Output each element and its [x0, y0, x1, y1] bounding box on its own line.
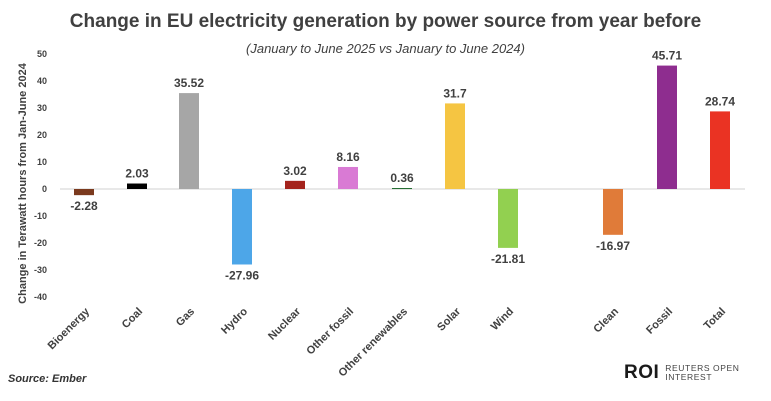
y-tick-label: 20: [37, 130, 47, 140]
bar-gas: [179, 93, 199, 189]
bar-other-fossil: [338, 166, 358, 189]
data-label: -21.81: [491, 252, 525, 266]
x-tick-label: Total: [702, 306, 728, 332]
bar-bioenergy: [74, 189, 94, 196]
y-axis-label: Change in Terawatt hours from Jan-June 2…: [17, 62, 29, 304]
y-tick-label: -10: [34, 211, 47, 221]
x-tick-label: Bioenergy: [46, 305, 93, 352]
value-labels: -2.28 2.03 35.52 -27.96 3.02 8.16 0.36 31.7 -21.…: [70, 49, 735, 283]
x-tick-label: Other fossil: [304, 306, 356, 358]
source-note: Source: Ember: [8, 373, 87, 385]
y-tick-label: -20: [34, 238, 47, 248]
logo-text: REUTERS OPEN INTEREST: [665, 363, 740, 382]
x-tick-label: Nuclear: [266, 305, 304, 343]
x-tick-label: Clean: [591, 305, 621, 335]
chart-title: Change in EU electricity generation by p…: [69, 11, 702, 32]
data-label: 35.52: [174, 76, 204, 90]
y-tick-label: 50: [37, 49, 47, 59]
x-tick-label: Gas: [174, 306, 197, 329]
data-label: 8.16: [336, 150, 360, 164]
bar-wind: [498, 189, 518, 248]
x-tick-label: Fossil: [644, 306, 675, 337]
data-label: 3.02: [283, 164, 307, 178]
data-label: 31.7: [443, 86, 467, 100]
y-tick-label: -30: [34, 265, 47, 275]
x-tick-label: Wind: [489, 306, 516, 333]
data-label: -16.97: [596, 239, 630, 253]
bar-series: [74, 65, 730, 265]
roi-logo: ROI REUTERS OPEN INTEREST: [624, 362, 745, 384]
bar-hydro: [232, 189, 252, 265]
data-label: -27.96: [225, 268, 259, 282]
data-label: 45.71: [652, 49, 682, 63]
y-axis-ticks: -40 -30 -20 -10 0 10 20 30 40 50: [34, 49, 47, 302]
data-label: 2.03: [125, 167, 149, 181]
bar-other-renewables: [392, 188, 412, 190]
y-tick-label: 10: [37, 157, 47, 167]
logo-mark: ROI: [624, 362, 660, 383]
y-tick-label: 30: [37, 103, 47, 113]
bar-nuclear: [285, 180, 305, 189]
data-label: 0.36: [390, 171, 414, 185]
data-label: -2.28: [70, 199, 98, 213]
y-tick-label: -40: [34, 292, 47, 302]
x-tick-label: Hydro: [219, 305, 250, 336]
x-tick-label: Solar: [435, 305, 463, 333]
y-tick-label: 0: [42, 184, 47, 194]
chart-subtitle: (January to June 2025 vs January to June…: [246, 41, 525, 56]
bar-total: [710, 111, 730, 189]
x-tick-label: Coal: [120, 306, 145, 331]
bar-clean: [603, 189, 623, 235]
bar-fossil: [657, 65, 677, 189]
y-tick-label: 40: [37, 76, 47, 86]
bar-solar: [445, 103, 465, 189]
data-label: 28.74: [705, 94, 735, 108]
bar-coal: [127, 183, 147, 189]
